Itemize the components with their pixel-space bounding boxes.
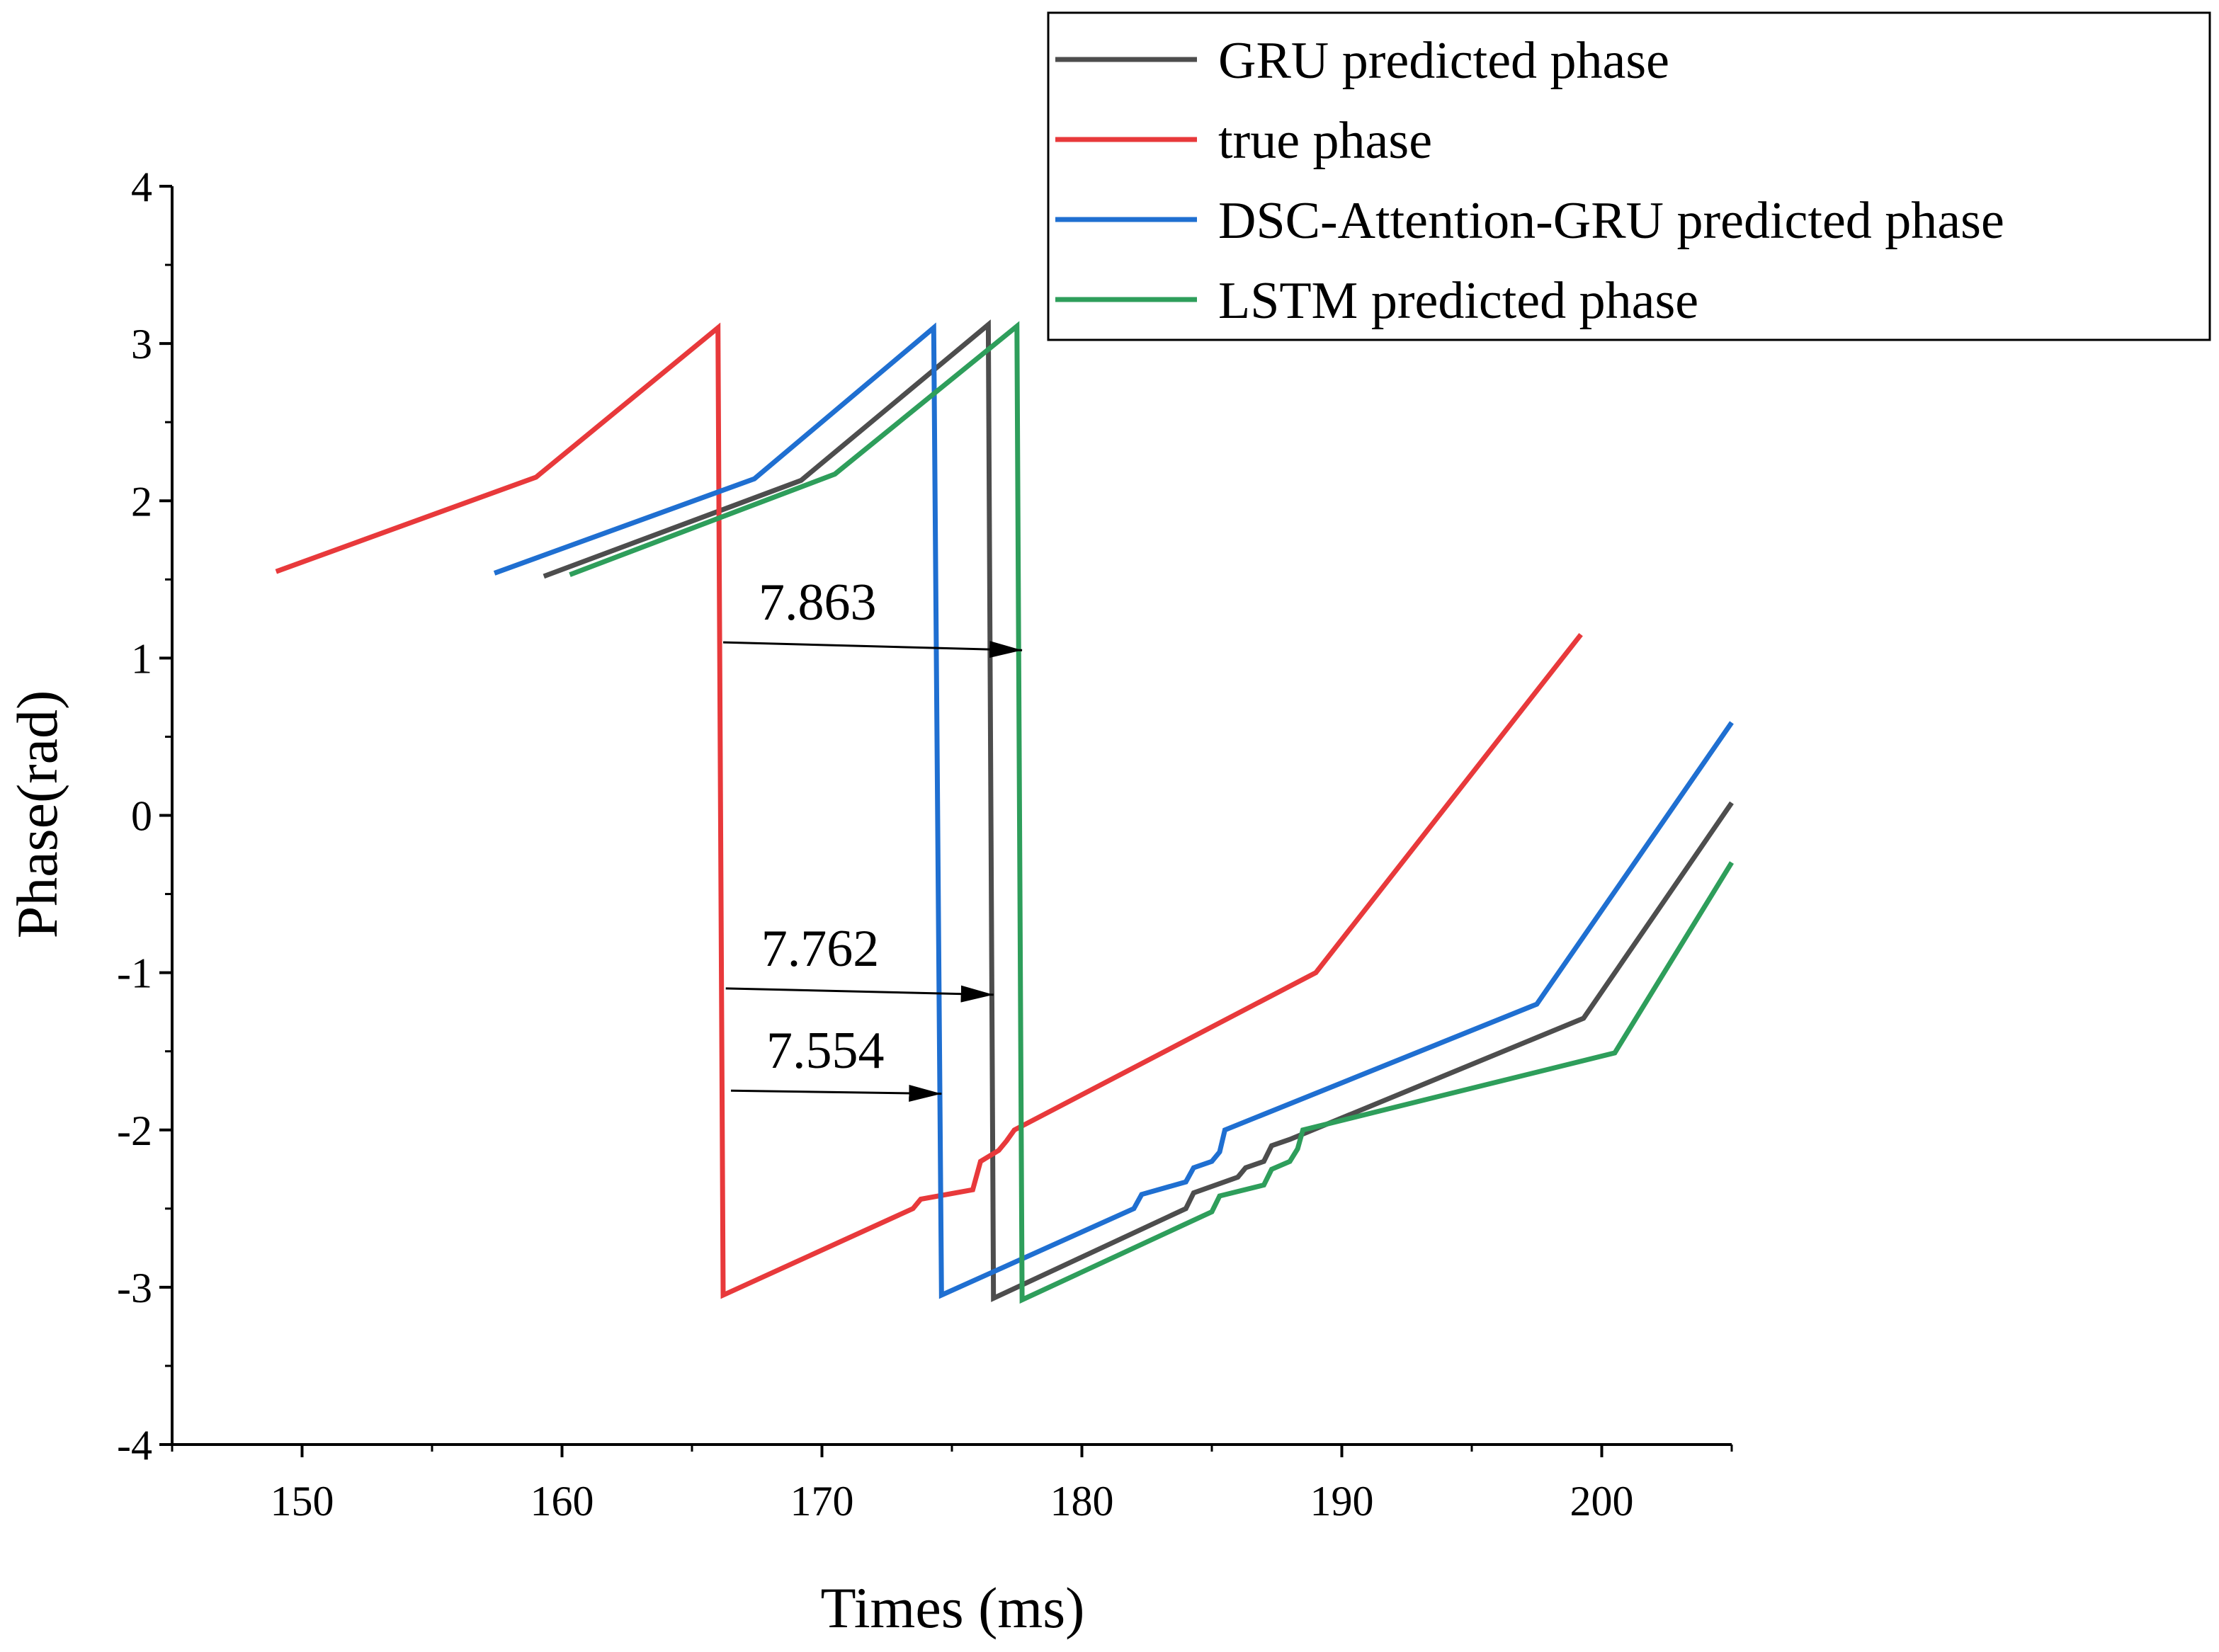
y-tick-label: 2 [131, 478, 152, 525]
axes: -4 -3 -2 -1 0 1 2 3 4 150 160 170 180 190 200 [117, 164, 1733, 1525]
y-tick-label: 1 [131, 635, 152, 682]
legend-label: LSTM predicted phase [1218, 272, 1698, 330]
annotation-arrow [725, 985, 994, 1003]
series-line-0 [543, 319, 1734, 1302]
x-tick-label: 160 [530, 1478, 594, 1525]
x-tick-label: 200 [1570, 1478, 1634, 1525]
series-line-1 [275, 322, 1583, 1299]
x-axis-title: Times (ms) [821, 1576, 1085, 1640]
legend-label: true phase [1218, 112, 1432, 170]
annotation-arrow [723, 641, 1023, 659]
annotation-arrow [731, 1084, 942, 1102]
annotation-label: 7.554 [766, 1022, 885, 1080]
y-tick-label: 0 [131, 793, 152, 840]
y-tick-label: -4 [117, 1422, 152, 1469]
x-tick-label: 150 [271, 1478, 334, 1525]
legend-box [1047, 11, 2211, 341]
series-line-2 [493, 322, 1734, 1299]
annotations: 7.863 7.762 7.554 [723, 574, 1023, 1102]
y-tick-label: 3 [131, 321, 152, 368]
y-tick-label: -3 [117, 1265, 152, 1311]
y-tick-label: 4 [131, 164, 152, 210]
legend: GRU predicted phase true phase DSC-Attenti… [1047, 11, 2211, 341]
legend-label: GRU predicted phase [1218, 32, 1669, 90]
legend-label: DSC-Attention-GRU predicted phase [1218, 192, 2004, 250]
y-axis-title: Phase(rad) [5, 690, 69, 939]
y-tick-label: -2 [117, 1107, 152, 1154]
annotation-label: 7.762 [761, 920, 880, 978]
y-tick-label: -1 [117, 950, 152, 997]
series-line-3 [569, 321, 1734, 1304]
x-tick-label: 190 [1310, 1478, 1374, 1525]
series-lines [275, 319, 1734, 1304]
x-tick-label: 170 [790, 1478, 854, 1525]
x-tick-label: 180 [1050, 1478, 1114, 1525]
annotation-label: 7.863 [759, 574, 877, 632]
